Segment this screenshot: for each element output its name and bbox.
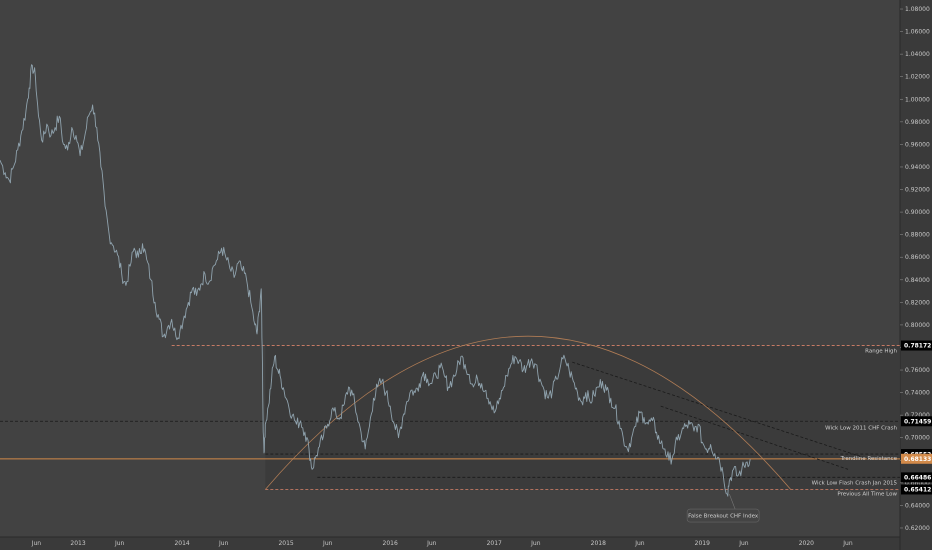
price-series-line <box>0 64 751 497</box>
trendline <box>660 405 849 470</box>
y-tick-label: 1.00000 <box>905 96 930 103</box>
x-tick-label: Jun <box>530 540 541 547</box>
price-badge <box>901 453 932 464</box>
trendline <box>572 361 869 460</box>
y-axis-background <box>900 0 932 550</box>
x-tick-label: Jun <box>634 540 645 547</box>
false-breakout-pointer <box>729 494 736 510</box>
false-breakout-box <box>686 508 760 523</box>
price-badge <box>901 340 932 351</box>
range-box <box>265 345 900 490</box>
y-tick-label: 1.08000 <box>905 6 930 13</box>
y-tick-label: 0.94000 <box>905 164 930 171</box>
y-tick-label: 0.90000 <box>905 209 930 216</box>
y-tick-label: 0.70000 <box>905 435 930 442</box>
y-tick-label: 1.06000 <box>905 29 930 36</box>
y-tick-label: 0.66000 <box>905 480 930 487</box>
x-tick-label: 2018 <box>591 540 606 547</box>
y-tick-label: 0.88000 <box>905 232 930 239</box>
annotation-previous-all-time-low: Previous All Time Low <box>837 492 897 498</box>
x-tick-label: Jun <box>738 540 749 547</box>
x-axis-ticks: Jun 2013 Jun 2014 Jun 2015 Jun 2016 Jun 2017 Jun 20… <box>31 540 853 547</box>
annotations: Range High Wick Low 2011 CHF Crash Trend… <box>686 349 898 523</box>
x-tick-label: 2016 <box>383 540 398 547</box>
annotation-wick-low-flash-crash: Wick Low Flash Crash Jan 2015 <box>812 480 898 486</box>
price-badge-label: 0.78172 <box>904 343 931 350</box>
x-tick-label: Jun <box>842 540 853 547</box>
y-tick-label: 0.74000 <box>905 390 930 397</box>
x-tick-label: 2014 <box>174 540 189 547</box>
y-tick-label: 0.84000 <box>905 277 930 284</box>
x-tick-label: Jun <box>114 540 125 547</box>
false-breakout-callout: False Breakout CHF Index <box>686 494 760 523</box>
annotation-range-high: Range High <box>865 349 897 355</box>
x-tick-label: Jun <box>426 540 437 547</box>
y-tick-label: 0.72000 <box>905 412 930 419</box>
x-tick-label: 2020 <box>799 540 814 547</box>
price-badge <box>901 416 932 427</box>
horizontal-levels <box>0 345 900 490</box>
price-badge <box>901 472 932 483</box>
y-tick-label: 1.04000 <box>905 51 930 58</box>
price-badge-label: 0.68133 <box>904 456 931 463</box>
price-badge-label: 0.66486 <box>904 475 931 482</box>
price-badge-label: 0.65412 <box>904 487 931 494</box>
x-tick-label: Jun <box>322 540 333 547</box>
price-badge-label: 0.71459 <box>904 418 931 425</box>
annotation-false-breakout: False Breakout CHF Index <box>688 514 759 520</box>
y-tick-label: 0.80000 <box>905 322 930 329</box>
x-axis-background <box>0 537 900 550</box>
y-tick-label: 1.02000 <box>905 74 930 81</box>
y-tick-label: 0.98000 <box>905 119 930 126</box>
y-tick-label: 0.76000 <box>905 367 930 374</box>
annotation-wick-low-2011: Wick Low 2011 CHF Crash <box>825 425 897 431</box>
y-tick-label: 0.82000 <box>905 299 930 306</box>
y-tick-label: 0.64000 <box>905 502 930 509</box>
rounding-arc <box>265 335 792 490</box>
y-tick-label: 0.92000 <box>905 187 930 194</box>
x-tick-label: 2013 <box>70 540 85 547</box>
y-tick-label: 0.86000 <box>905 254 930 261</box>
x-tick-label: 2017 <box>487 540 502 547</box>
trendlines <box>572 361 869 470</box>
price-badges: 0.781720.714590.685520.681330.664860.654… <box>901 340 932 495</box>
price-badge <box>901 484 932 495</box>
x-tick-label: 2019 <box>695 540 710 547</box>
annotation-trendline: Trendline Resistance <box>840 456 898 462</box>
x-tick-label: 2015 <box>278 540 293 547</box>
y-tick-label: 0.96000 <box>905 141 930 148</box>
x-tick-label: Jun <box>31 540 42 547</box>
x-tick-label: Jun <box>218 540 229 547</box>
y-tick-label: 0.62000 <box>905 525 930 532</box>
